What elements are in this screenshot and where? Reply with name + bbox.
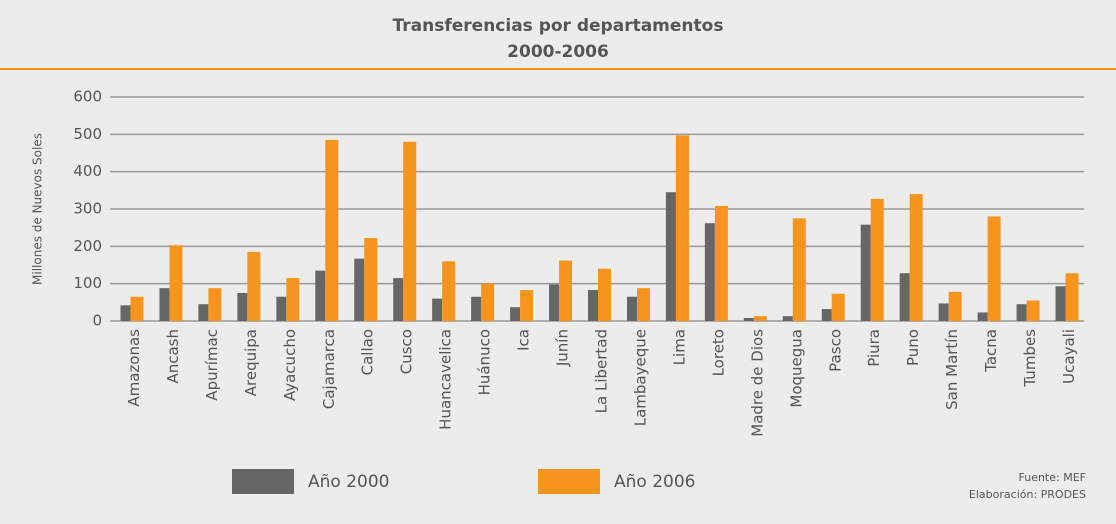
x-tick-label: Huánuco [476, 329, 494, 395]
bar [987, 216, 1001, 321]
bar [442, 261, 456, 321]
bar [909, 194, 923, 321]
bar [159, 288, 170, 321]
x-tick-label: Cusco [398, 329, 416, 374]
x-tick-label: Callao [359, 329, 377, 375]
x-tick-label: Apurímac [203, 329, 221, 401]
y-tick-label: 600 [73, 88, 102, 106]
bar [559, 260, 573, 321]
bar [792, 218, 806, 321]
bar [325, 139, 339, 321]
bar [598, 268, 611, 321]
bar [364, 238, 378, 321]
bar [636, 288, 650, 321]
x-tick-label: Amazonas [125, 329, 143, 407]
x-tick-label: Arequipa [242, 329, 260, 396]
x-tick-label: Junín [554, 329, 572, 367]
bar [130, 296, 144, 321]
bar [831, 293, 845, 321]
y-tick-label: 400 [73, 162, 102, 180]
x-tick-label: Huancavelica [437, 329, 455, 430]
y-tick-label: 500 [73, 125, 102, 143]
bar [276, 296, 287, 321]
note: Elaboración: PRODES [969, 488, 1086, 501]
legend-label: Año 2000 [308, 472, 389, 492]
x-tick-label: Tacna [982, 329, 1000, 373]
bar [1055, 286, 1066, 321]
chart-subtitle: 2000-2006 [507, 42, 609, 62]
legend-swatch [538, 469, 600, 494]
x-tick-label: Puno [904, 329, 922, 366]
bar [247, 251, 261, 321]
bar [393, 278, 404, 321]
bar [870, 198, 884, 321]
bar [315, 270, 326, 321]
x-tick-label: Ancash [164, 329, 182, 384]
bar [510, 307, 521, 321]
bar [899, 273, 910, 321]
legend-label: Año 2006 [614, 472, 695, 492]
bar [743, 318, 754, 321]
bar [432, 298, 443, 321]
x-tick-label: La Libertad [593, 329, 611, 413]
x-tick-label: Piura [865, 329, 883, 367]
bar [286, 278, 300, 321]
x-tick-label: Ucayali [1060, 329, 1078, 384]
x-tick-label: Madre de Dios [748, 329, 766, 437]
x-tick-label: San Martín [943, 329, 961, 410]
x-tick-label: Pasco [826, 329, 844, 372]
bar [860, 224, 871, 321]
x-tick-label: Lambayeque [631, 329, 649, 426]
bar [1065, 273, 1079, 321]
chart-title: Transferencias por departamentos [393, 16, 724, 36]
bar [481, 283, 495, 321]
bar [1016, 304, 1027, 321]
x-tick-label: Loreto [709, 329, 727, 376]
y-tick-label: 0 [92, 312, 102, 330]
bar [948, 291, 962, 321]
y-tick-label: 100 [73, 274, 102, 292]
bar [665, 192, 676, 321]
bar [782, 316, 793, 321]
bar [704, 223, 715, 321]
y-tick-label: 300 [73, 200, 102, 218]
x-tick-label: Tumbes [1021, 329, 1039, 388]
x-tick-label: Ayacucho [281, 329, 299, 401]
note: Fuente: MEF [1019, 471, 1087, 484]
y-axis-label: Millones de Nuevos Soles [31, 133, 45, 285]
bar [169, 245, 183, 321]
bar [208, 288, 222, 321]
bar [938, 303, 949, 321]
bar [753, 316, 767, 321]
x-tick-label: Cajamarca [320, 329, 338, 409]
bar [714, 206, 728, 321]
bar [198, 304, 209, 321]
bar [237, 293, 248, 321]
bar [821, 309, 832, 321]
bar [354, 258, 365, 321]
bar [520, 290, 534, 321]
x-tick-label: Ica [515, 329, 533, 351]
bar [626, 296, 637, 321]
bar [588, 290, 598, 321]
x-tick-label: Moquegua [787, 329, 805, 408]
bar [471, 296, 482, 321]
x-tick-label: Lima [670, 329, 688, 365]
bar [977, 312, 988, 321]
bar [120, 305, 131, 321]
legend-swatch [232, 469, 294, 494]
bar [1026, 300, 1040, 321]
bar [675, 135, 689, 321]
bar [403, 141, 417, 321]
y-tick-label: 200 [73, 237, 102, 255]
bar [549, 284, 560, 321]
